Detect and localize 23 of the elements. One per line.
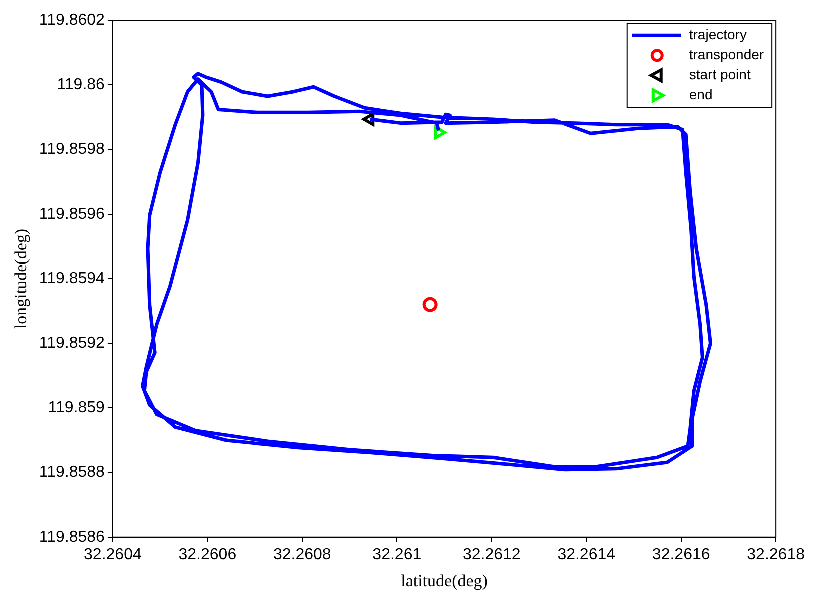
x-tick-label: 32.2614 [558, 546, 616, 564]
legend-label: end [689, 86, 713, 102]
x-tick-label: 32.2608 [273, 546, 332, 564]
y-tick-label: 119.86 [57, 76, 106, 94]
x-tick-label: 32.2616 [652, 546, 710, 564]
x-tick-label: 32.2618 [747, 546, 806, 564]
x-tick-label: 32.2606 [178, 546, 237, 564]
y-tick-label: 119.8586 [39, 528, 106, 546]
x-tick-label: 32.2612 [462, 546, 521, 564]
y-tick-label: 119.8592 [39, 335, 106, 352]
y-axis-title: longitude(deg) [12, 228, 31, 330]
x-tick-label: 32.261 [372, 546, 422, 564]
x-tick-label: 32.2604 [84, 546, 142, 564]
y-tick-label: 119.8598 [39, 141, 106, 158]
x-axis-title: latitude(deg) [401, 571, 488, 590]
y-tick-label: 119.8588 [39, 464, 106, 482]
y-tick-label: 119.8596 [39, 206, 106, 223]
y-tick-label: 119.859 [48, 400, 106, 417]
legend-label: transponder [689, 46, 764, 62]
y-tick-label: 119.8602 [39, 12, 106, 30]
y-tick-label: 119.8594 [39, 270, 106, 288]
legend-label: trajectory [689, 26, 747, 42]
legend-label: start point [689, 66, 751, 82]
